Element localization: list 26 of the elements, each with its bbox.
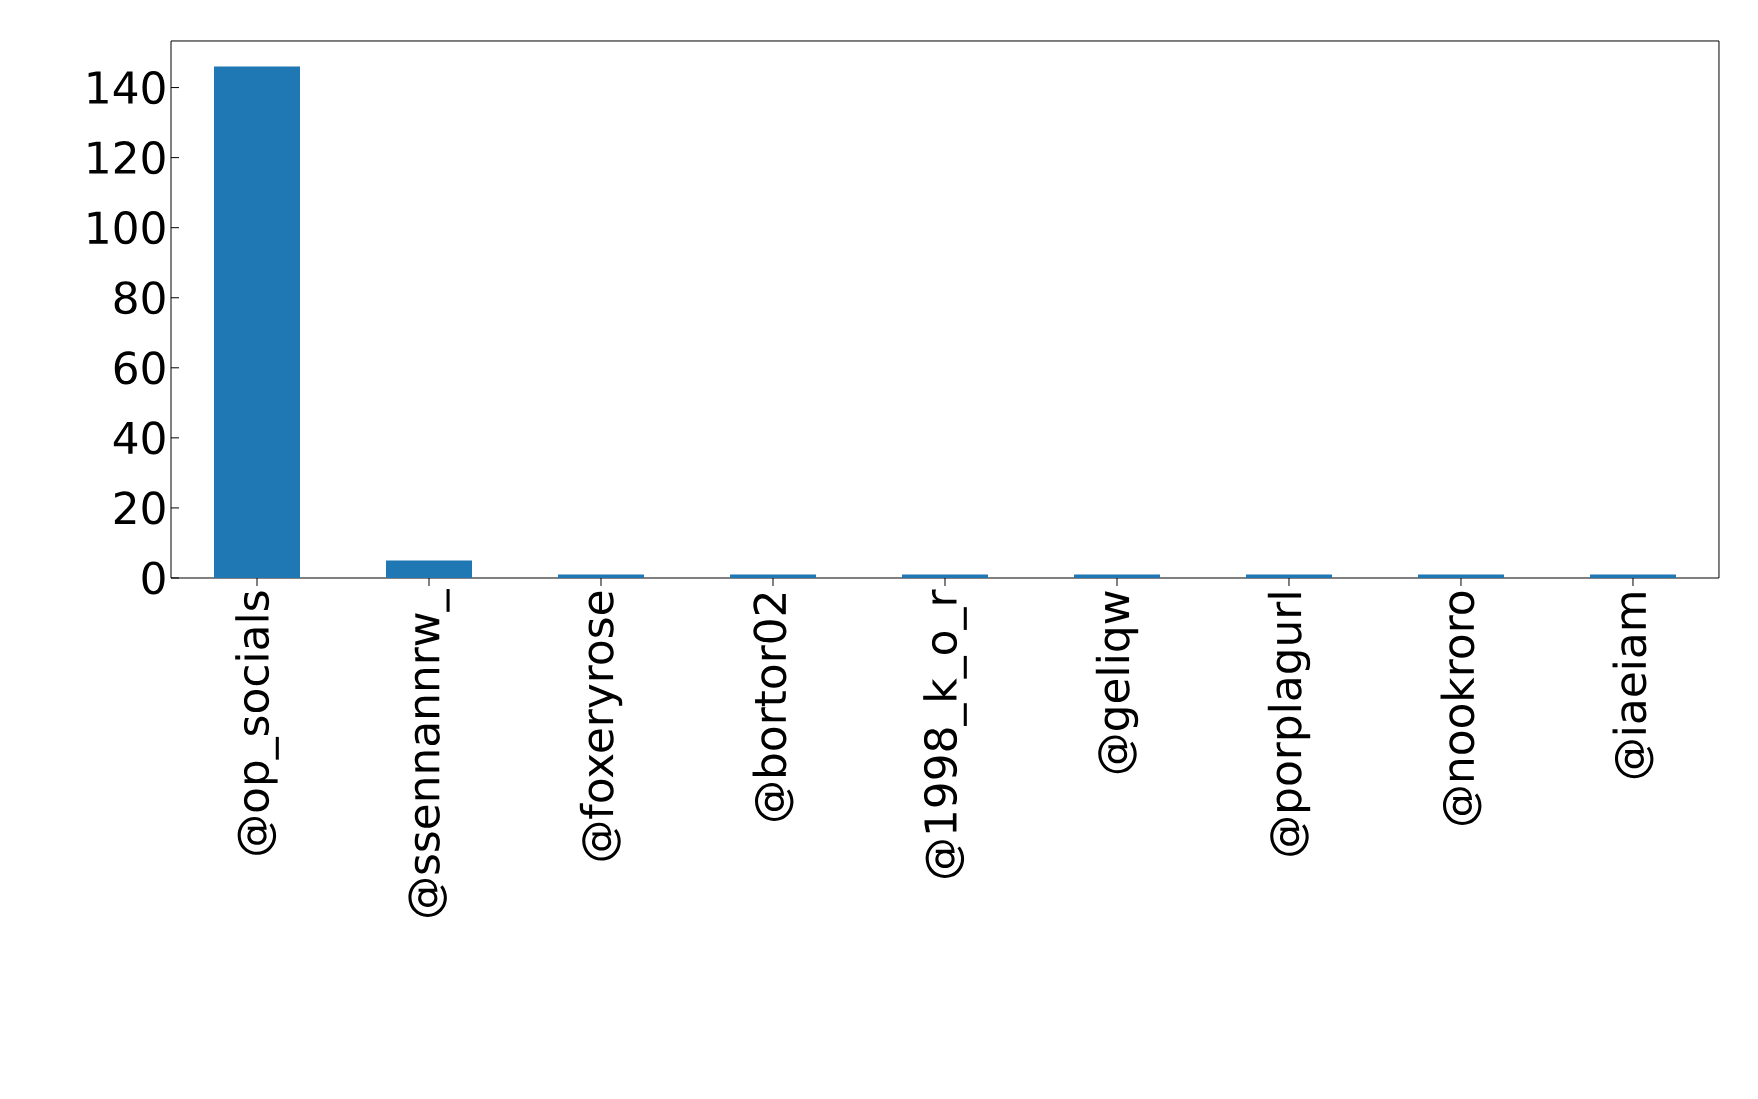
x-tick-label: @op_socials — [235, 591, 279, 855]
x-tick-label: @porplagurl — [1267, 593, 1311, 856]
bar — [558, 574, 644, 578]
bar — [386, 560, 472, 578]
bar — [1589, 574, 1676, 578]
bar — [1245, 574, 1332, 578]
x-tick-label: @geliqw — [1095, 591, 1139, 774]
bar — [1073, 574, 1160, 578]
y-tick-label: 20 — [114, 491, 165, 525]
x-tick-label: @ssennannrw_ — [408, 589, 450, 917]
y-tick-label: 80 — [114, 281, 165, 315]
x-tick-label: @nookroro — [1440, 591, 1482, 826]
y-tick-label: 140 — [88, 71, 165, 105]
y-tick-label: 120 — [88, 141, 165, 175]
x-tick-label: @1998_k_o_r — [923, 589, 967, 878]
bar — [901, 574, 988, 578]
bar — [729, 574, 816, 578]
x-tick-label: @iaeiam — [1612, 593, 1654, 779]
x-tick-label: @foxeryrose — [579, 591, 623, 861]
bar — [214, 66, 300, 578]
y-tick-label: 60 — [114, 351, 165, 385]
y-tick-label: 40 — [113, 421, 165, 455]
x-tick-label: @bortor02 — [752, 593, 794, 821]
y-tick-label: 100 — [88, 211, 165, 245]
y-tick-label: 0 — [142, 561, 165, 595]
bar — [1417, 574, 1504, 578]
